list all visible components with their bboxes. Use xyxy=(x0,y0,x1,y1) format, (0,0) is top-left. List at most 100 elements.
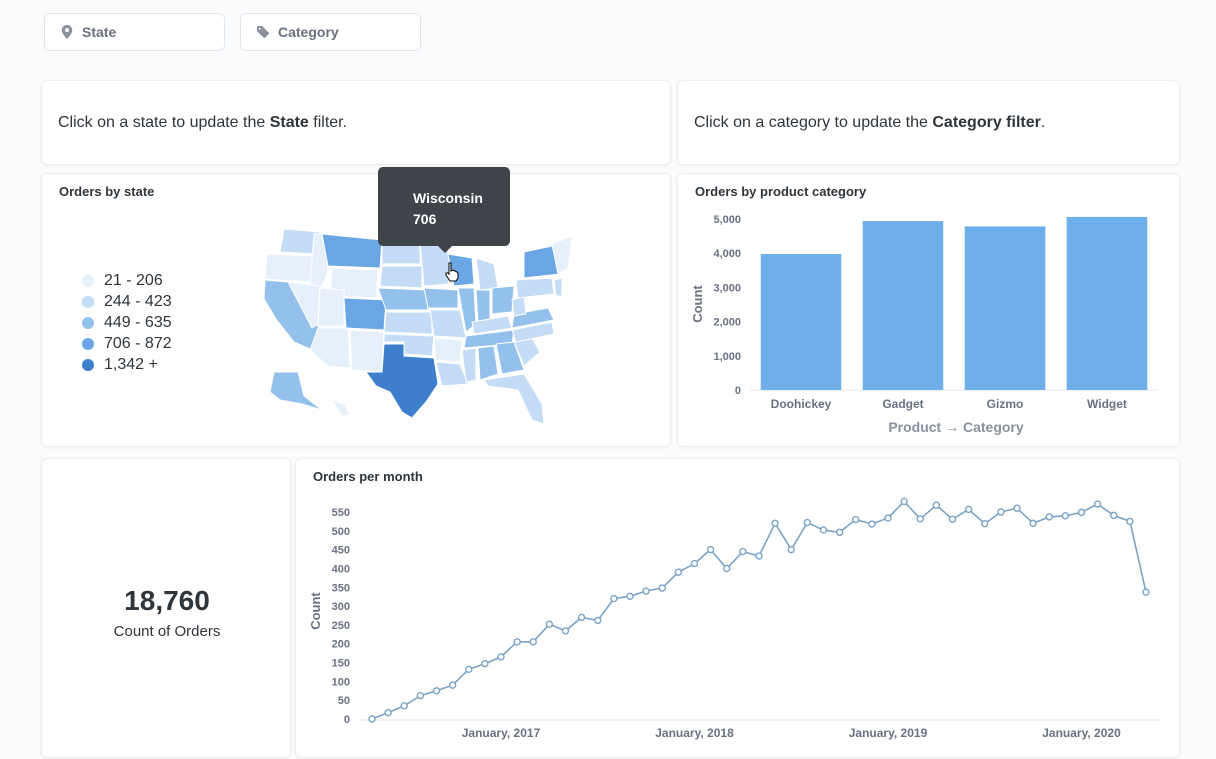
state-louisiana xyxy=(435,361,469,387)
y-tick-label: 0 xyxy=(735,385,741,397)
us-state-map[interactable] xyxy=(262,224,572,424)
state-new-mexico xyxy=(349,329,385,373)
category-filter[interactable]: Category xyxy=(240,13,421,51)
data-point xyxy=(400,702,408,710)
data-point xyxy=(1142,588,1150,596)
state-instructions-card: Click on a state to update the State fil… xyxy=(41,80,671,165)
state-missouri xyxy=(429,309,467,339)
legend-dot xyxy=(82,358,94,371)
data-point xyxy=(432,687,441,695)
data-point xyxy=(900,497,908,506)
state-michigan xyxy=(475,257,499,291)
x-tick-label: Widget xyxy=(1087,397,1127,411)
state-colorado xyxy=(343,297,387,331)
state-georgia xyxy=(495,341,525,375)
bar-widget xyxy=(1066,216,1148,390)
data-point xyxy=(755,552,763,560)
legend-dot xyxy=(82,274,94,287)
y-tick-label: 100 xyxy=(332,676,350,688)
legend-item: 244 - 423 xyxy=(82,291,172,312)
hand-cursor-icon xyxy=(445,262,459,282)
y-tick-label: 300 xyxy=(332,601,350,613)
x-tick-label: January, 2019 xyxy=(849,726,928,740)
state-north-carolina xyxy=(511,321,555,343)
data-point xyxy=(1077,508,1086,517)
y-tick-label: 150 xyxy=(332,658,350,670)
y-tick-label: 500 xyxy=(332,526,350,538)
x-tick-label: Doohickey xyxy=(771,397,832,411)
data-point xyxy=(626,592,634,601)
y-tick-label: 0 xyxy=(344,714,350,726)
y-tick-label: 450 xyxy=(332,545,350,557)
y-tick-label: 5,000 xyxy=(713,214,741,226)
y-tick-label: 4,000 xyxy=(713,248,741,260)
data-point xyxy=(706,545,715,554)
y-tick-label: 350 xyxy=(332,582,350,594)
data-point xyxy=(642,587,650,595)
state-hawaii xyxy=(330,399,351,417)
state-iowa xyxy=(423,287,459,309)
data-point xyxy=(868,520,876,528)
y-tick-label: 3,000 xyxy=(713,282,741,294)
line-chart[interactable]: 0 50 100 150 200 250 300 350 400 450 500 550 January… xyxy=(296,459,1181,759)
tooltip-value: 706 xyxy=(413,211,437,227)
state-nebraska xyxy=(377,287,429,311)
y-axis-label: Count xyxy=(308,592,323,630)
state-utah xyxy=(317,287,345,327)
bar-gadget xyxy=(862,221,944,390)
category-instructions-card: Click on a category to update the Catego… xyxy=(677,80,1180,165)
state-west-virginia xyxy=(511,295,527,317)
state-montana xyxy=(321,233,383,269)
data-point xyxy=(1045,513,1053,521)
data-point xyxy=(723,564,731,573)
data-point xyxy=(465,665,473,674)
data-point xyxy=(997,508,1005,516)
orders-per-month-title: Orders per month xyxy=(313,469,423,484)
y-tick-label: 250 xyxy=(332,620,350,632)
bar-chart[interactable]: 0 1,000 2,000 3,000 4,000 5,000 Doohickey Gadge… xyxy=(678,174,1181,448)
data-point xyxy=(594,616,602,625)
data-point xyxy=(690,559,699,568)
category-instructions-text: Click on a category to update the Catego… xyxy=(694,113,1046,131)
scalar-value: 18,760 xyxy=(124,585,210,616)
orders-by-state-title: Orders by state xyxy=(59,184,155,199)
data-point xyxy=(884,514,892,522)
data-point xyxy=(787,545,795,554)
state-texas xyxy=(365,343,439,419)
y-tick-label: 1,000 xyxy=(713,351,741,363)
data-point xyxy=(932,501,941,509)
y-tick-label: 400 xyxy=(332,563,350,575)
count-of-orders-card: 18,760 Count of Orders xyxy=(41,458,291,758)
bar-doohickey xyxy=(760,254,842,390)
legend-dot xyxy=(82,316,94,329)
data-point xyxy=(658,584,666,592)
legend-dot xyxy=(82,295,94,308)
y-tick-label: 2,000 xyxy=(713,317,741,329)
data-point xyxy=(481,659,489,668)
data-point xyxy=(513,638,521,646)
state-filter[interactable]: State xyxy=(44,13,225,51)
state-arizona xyxy=(309,327,351,369)
tooltip-state: Wisconsin xyxy=(413,190,483,206)
state-kansas xyxy=(383,311,433,335)
x-tick-label: Gadget xyxy=(882,397,923,411)
data-point xyxy=(1126,517,1134,526)
state-new-jersey xyxy=(553,277,563,297)
data-point xyxy=(610,594,618,603)
orders-by-state-card: Orders by state 21 - 206 244 - 423 449 -… xyxy=(41,173,671,447)
state-indiana xyxy=(475,289,491,323)
x-tick-label: Gizmo xyxy=(987,397,1024,411)
state-ohio xyxy=(491,285,515,315)
orders-by-category-card: Orders by product category 0 1,000 2,000 3,… xyxy=(677,173,1180,447)
state-oregon xyxy=(264,253,315,283)
state-florida xyxy=(483,373,545,424)
data-point xyxy=(368,715,376,723)
x-tick-label: January, 2017 xyxy=(462,726,541,740)
data-point xyxy=(739,547,747,556)
data-point xyxy=(561,627,570,635)
data-point xyxy=(916,515,924,523)
x-tick-label: January, 2020 xyxy=(1042,726,1121,740)
state-alabama xyxy=(477,345,499,381)
data-point xyxy=(384,708,392,717)
data-point xyxy=(577,613,586,622)
